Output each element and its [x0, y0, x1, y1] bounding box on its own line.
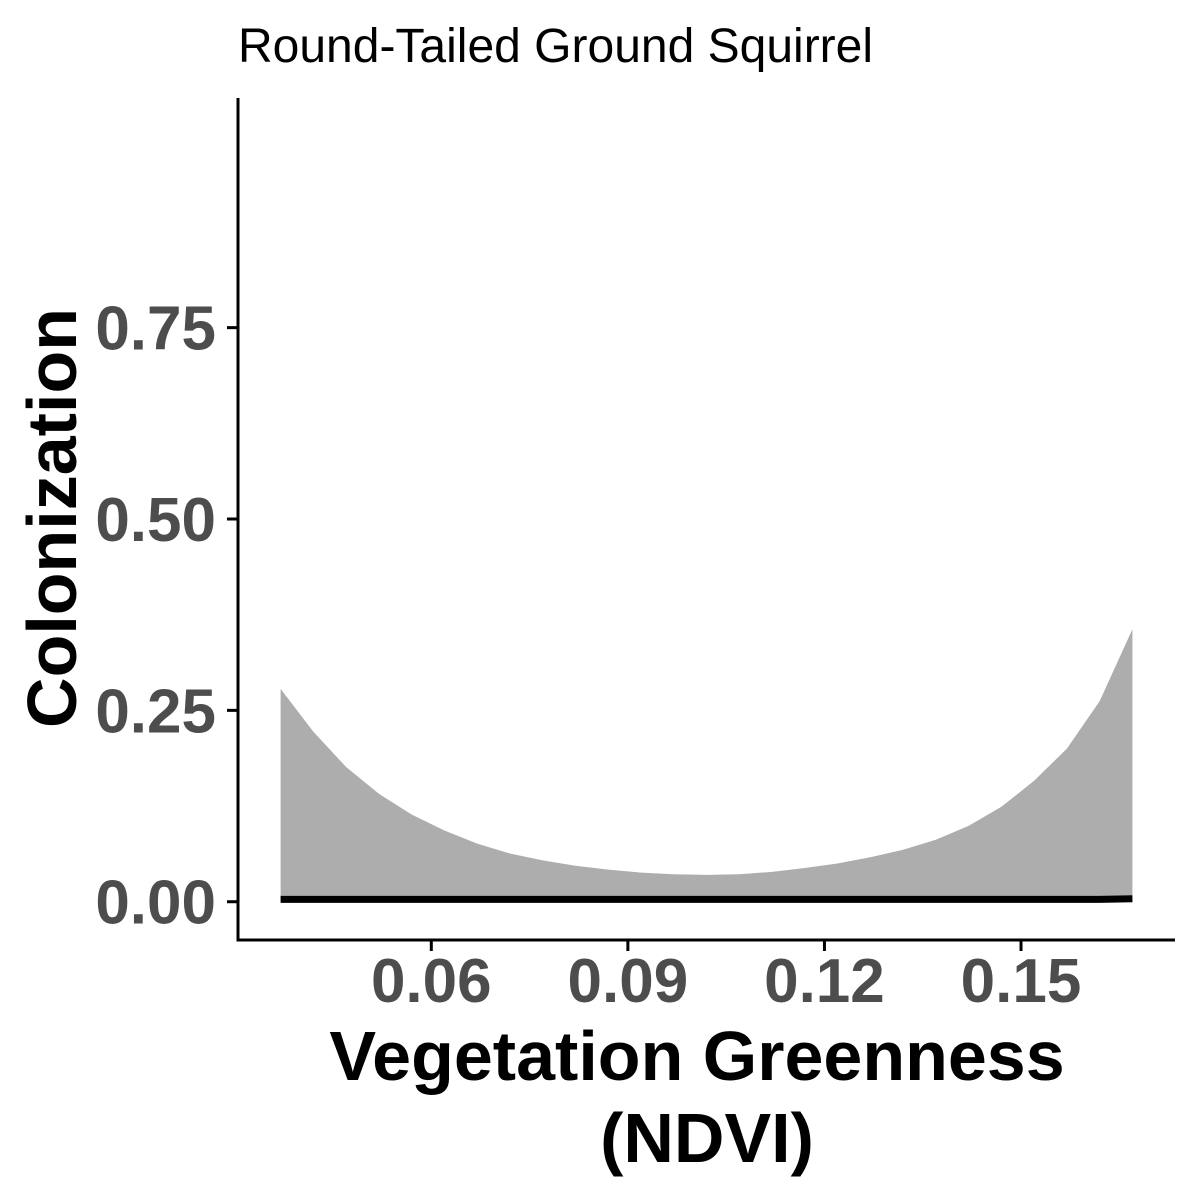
y-tick-label: 0.50 — [95, 486, 216, 555]
chart-title: Round-Tailed Ground Squirrel — [238, 20, 873, 73]
confidence-ribbon — [280, 629, 1133, 902]
x-tick-label: 0.09 — [568, 947, 689, 1016]
y-axis-ticks: 0.00 0.25 0.50 0.75 — [95, 295, 238, 938]
y-axis-title: Colonization — [13, 308, 91, 728]
x-tick-label: 0.12 — [764, 947, 885, 1016]
x-axis-ticks: 0.06 0.09 0.12 0.15 — [371, 940, 1081, 1016]
y-tick-label: 0.25 — [95, 677, 216, 746]
y-tick-label: 0.75 — [95, 295, 216, 364]
plot-area — [280, 629, 1133, 903]
x-axis-title-line-1: Vegetation Greenness — [329, 1017, 1064, 1095]
y-tick-label: 0.00 — [95, 869, 216, 938]
x-tick-label: 0.06 — [371, 947, 492, 1016]
x-tick-label: 0.15 — [961, 947, 1082, 1016]
estimate-line — [280, 895, 1133, 903]
x-axis-title-line-2: (NDVI) — [600, 1099, 814, 1177]
